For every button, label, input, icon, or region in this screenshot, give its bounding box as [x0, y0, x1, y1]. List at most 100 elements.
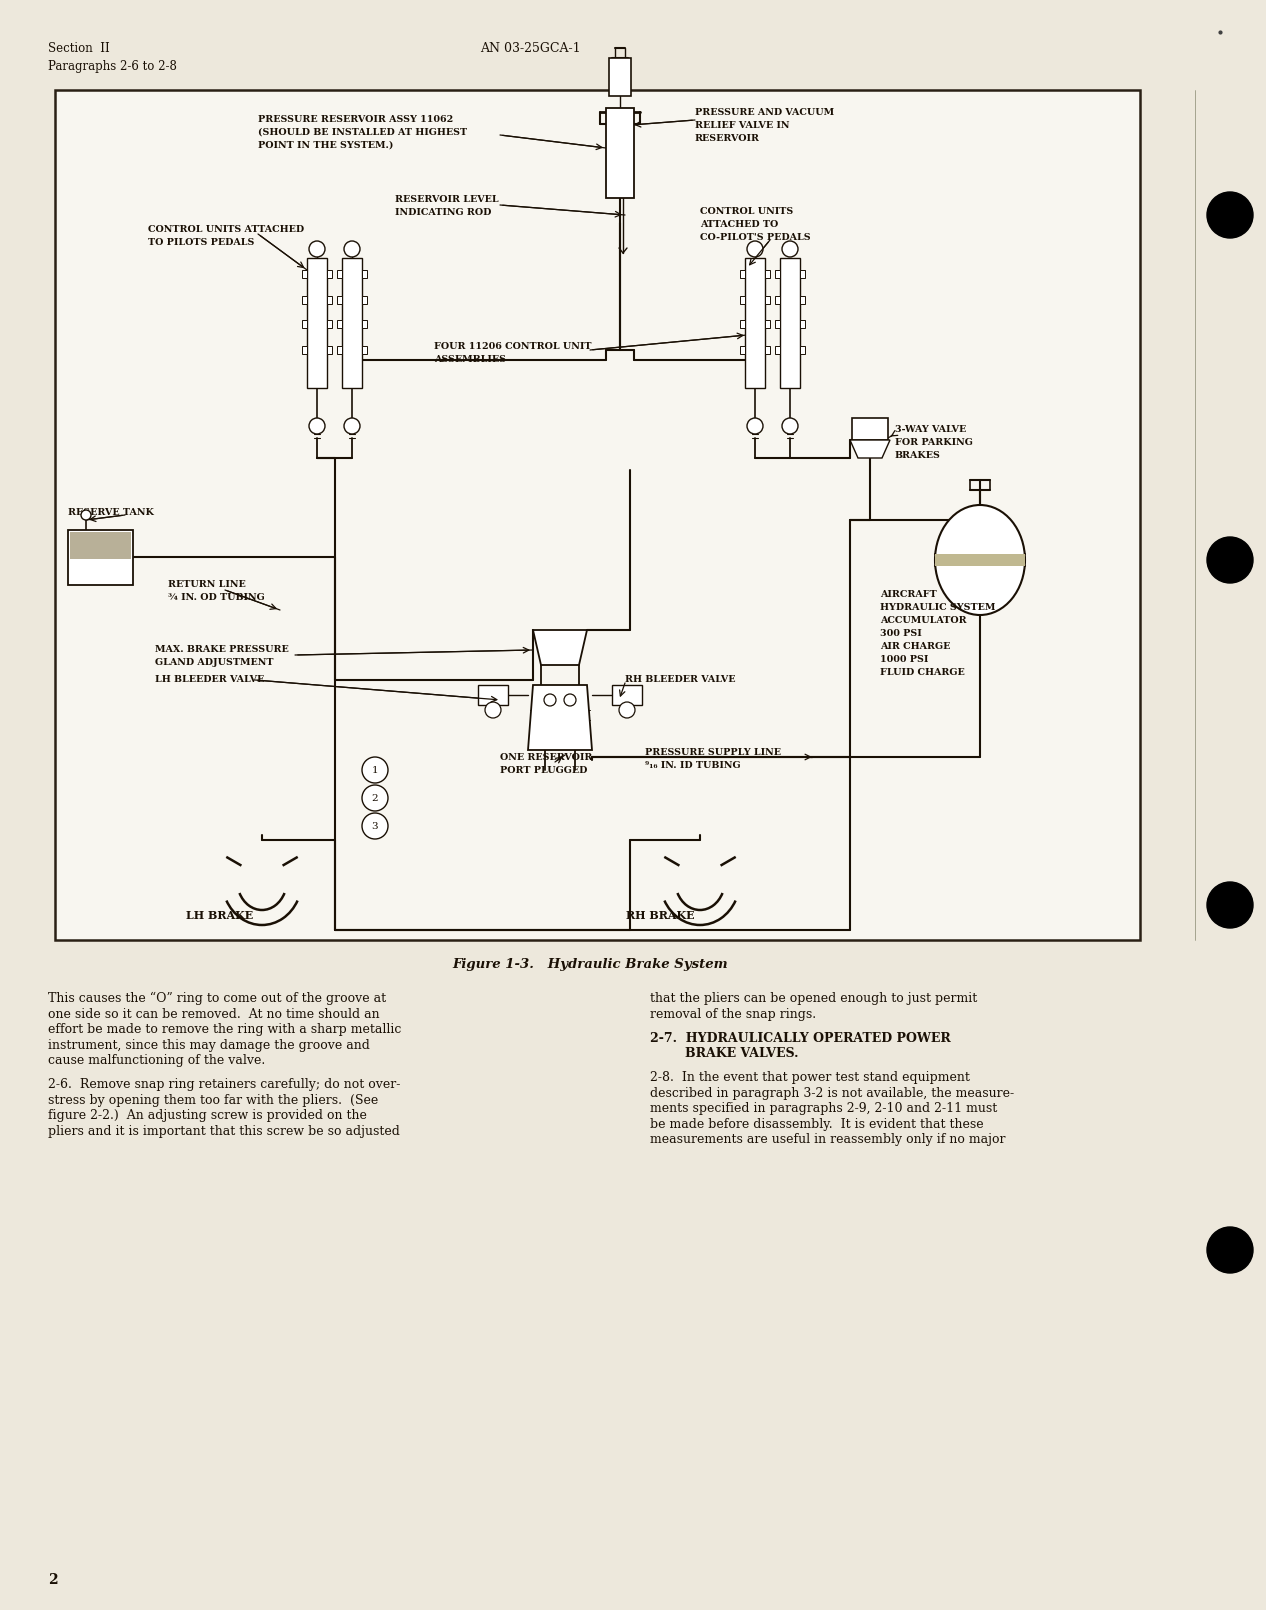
- Text: that the pliers can be opened enough to just permit: that the pliers can be opened enough to …: [649, 992, 977, 1005]
- Polygon shape: [528, 684, 592, 750]
- Text: 300 PSI: 300 PSI: [880, 630, 922, 638]
- Bar: [775, 320, 780, 328]
- Bar: [327, 320, 332, 328]
- Text: MAX. BRAKE PRESSURE: MAX. BRAKE PRESSURE: [154, 646, 289, 654]
- Polygon shape: [533, 630, 587, 665]
- Bar: [800, 296, 805, 304]
- Text: measurements are useful in reassembly only if no major: measurements are useful in reassembly on…: [649, 1133, 1005, 1146]
- Text: CONTROL UNITS ATTACHED: CONTROL UNITS ATTACHED: [148, 225, 304, 233]
- Circle shape: [344, 419, 360, 435]
- Text: RETURN LINE: RETURN LINE: [168, 580, 246, 589]
- Circle shape: [747, 419, 763, 435]
- Text: LH BLEEDER VALVE: LH BLEEDER VALVE: [154, 675, 265, 684]
- Circle shape: [362, 813, 387, 839]
- Bar: [741, 270, 744, 279]
- Bar: [303, 296, 306, 304]
- Text: RH BLEEDER VALVE: RH BLEEDER VALVE: [625, 675, 736, 684]
- Bar: [606, 108, 634, 198]
- Text: ¾ IN. OD TUBING: ¾ IN. OD TUBING: [168, 592, 265, 602]
- Text: RESERVOIR LEVEL: RESERVOIR LEVEL: [395, 195, 499, 204]
- Text: FOUR 11206 CONTROL UNIT: FOUR 11206 CONTROL UNIT: [434, 341, 591, 351]
- Bar: [765, 296, 770, 304]
- Circle shape: [309, 419, 325, 435]
- Bar: [800, 270, 805, 279]
- Text: BRAKE VALVES.: BRAKE VALVES.: [649, 1046, 799, 1059]
- Text: RESERVOIR: RESERVOIR: [695, 134, 760, 143]
- Text: PRESSURE AND VACUUM: PRESSURE AND VACUUM: [695, 108, 834, 118]
- Circle shape: [544, 694, 556, 707]
- Bar: [741, 346, 744, 354]
- Bar: [741, 296, 744, 304]
- Circle shape: [81, 510, 91, 520]
- Text: ASSEMBLIES: ASSEMBLIES: [434, 354, 506, 364]
- Bar: [765, 270, 770, 279]
- Bar: [780, 258, 800, 388]
- Circle shape: [563, 694, 576, 707]
- Text: ments specified in paragraphs 2-9, 2-10 and 2-11 must: ments specified in paragraphs 2-9, 2-10 …: [649, 1103, 998, 1116]
- Bar: [765, 320, 770, 328]
- Bar: [327, 346, 332, 354]
- Text: ONE RESERVOIR: ONE RESERVOIR: [500, 753, 592, 762]
- Text: CO-PILOT'S PEDALS: CO-PILOT'S PEDALS: [700, 233, 810, 242]
- Text: RELIEF VALVE IN: RELIEF VALVE IN: [695, 121, 790, 130]
- Text: 2: 2: [372, 794, 379, 802]
- Bar: [337, 270, 342, 279]
- Text: be made before disassembly.  It is evident that these: be made before disassembly. It is eviden…: [649, 1117, 984, 1130]
- Text: Paragraphs 2-6 to 2-8: Paragraphs 2-6 to 2-8: [48, 60, 177, 72]
- Text: FOR PARKING: FOR PARKING: [895, 438, 972, 448]
- Text: pliers and it is important that this screw be so adjusted: pliers and it is important that this scr…: [48, 1124, 400, 1138]
- Text: stress by opening them too far with the pliers.  (See: stress by opening them too far with the …: [48, 1093, 379, 1106]
- Text: PRESSURE RESERVOIR ASSY 11062: PRESSURE RESERVOIR ASSY 11062: [258, 114, 453, 124]
- Text: 3-WAY VALVE: 3-WAY VALVE: [895, 425, 966, 435]
- Text: HYDRAULIC SYSTEM: HYDRAULIC SYSTEM: [880, 604, 995, 612]
- Text: 1000 PSI: 1000 PSI: [880, 655, 928, 663]
- Text: RESERVE TANK: RESERVE TANK: [68, 509, 154, 517]
- Bar: [741, 320, 744, 328]
- Bar: [303, 270, 306, 279]
- Bar: [327, 296, 332, 304]
- Text: Figure 1-3.   Hydraulic Brake System: Figure 1-3. Hydraulic Brake System: [452, 958, 728, 971]
- Text: (SHOULD BE INSTALLED AT HIGHEST: (SHOULD BE INSTALLED AT HIGHEST: [258, 129, 467, 137]
- Bar: [362, 346, 367, 354]
- Bar: [337, 296, 342, 304]
- Text: instrument, since this may damage the groove and: instrument, since this may damage the gr…: [48, 1038, 370, 1051]
- Text: LH BRAKE: LH BRAKE: [186, 910, 253, 921]
- Bar: [362, 296, 367, 304]
- Bar: [609, 58, 630, 97]
- Text: FLUID CHARGE: FLUID CHARGE: [880, 668, 965, 676]
- Text: AIRCRAFT: AIRCRAFT: [880, 589, 937, 599]
- Circle shape: [1206, 538, 1253, 583]
- Bar: [303, 320, 306, 328]
- Text: 3: 3: [372, 821, 379, 831]
- Bar: [303, 346, 306, 354]
- Circle shape: [362, 757, 387, 782]
- Text: ⁹₁₆ IN. ID TUBING: ⁹₁₆ IN. ID TUBING: [644, 762, 741, 770]
- Text: GLAND ADJUSTMENT: GLAND ADJUSTMENT: [154, 658, 273, 667]
- Bar: [800, 320, 805, 328]
- Bar: [362, 320, 367, 328]
- Bar: [342, 258, 362, 388]
- Bar: [306, 258, 327, 388]
- Circle shape: [309, 242, 325, 258]
- Circle shape: [747, 242, 763, 258]
- Text: effort be made to remove the ring with a sharp metallic: effort be made to remove the ring with a…: [48, 1022, 401, 1035]
- Polygon shape: [849, 440, 890, 457]
- Circle shape: [782, 419, 798, 435]
- Text: ATTACHED TO: ATTACHED TO: [700, 221, 779, 229]
- Text: one side so it can be removed.  At no time should an: one side so it can be removed. At no tim…: [48, 1008, 380, 1021]
- Bar: [337, 320, 342, 328]
- Text: RH BRAKE: RH BRAKE: [625, 910, 694, 921]
- Text: POINT IN THE SYSTEM.): POINT IN THE SYSTEM.): [258, 142, 394, 150]
- Bar: [479, 684, 508, 705]
- Text: 2-6.  Remove snap ring retainers carefully; do not over-: 2-6. Remove snap ring retainers carefull…: [48, 1079, 400, 1092]
- Bar: [775, 296, 780, 304]
- Text: AN 03-25GCA-1: AN 03-25GCA-1: [480, 42, 581, 55]
- Circle shape: [1206, 882, 1253, 927]
- Bar: [775, 270, 780, 279]
- Bar: [337, 346, 342, 354]
- Circle shape: [619, 702, 636, 718]
- Circle shape: [782, 242, 798, 258]
- Text: figure 2-2.)  An adjusting screw is provided on the: figure 2-2.) An adjusting screw is provi…: [48, 1109, 367, 1122]
- Text: INDICATING ROD: INDICATING ROD: [395, 208, 491, 217]
- Text: 1: 1: [372, 765, 379, 774]
